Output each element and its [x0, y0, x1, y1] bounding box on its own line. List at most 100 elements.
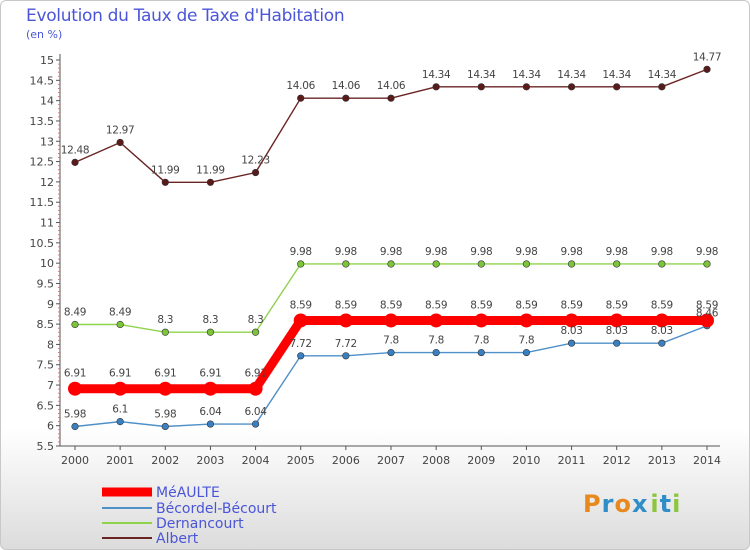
data-label: 8.3 — [248, 314, 264, 326]
x-tick-label: 2014 — [693, 454, 721, 467]
data-label: 9.98 — [425, 246, 447, 258]
data-label: 14.06 — [286, 80, 315, 92]
data-label: 8.59 — [606, 299, 628, 311]
y-tick-label: 8.5 — [37, 318, 55, 331]
data-label: 8.03 — [560, 325, 582, 337]
data-label: 12.97 — [106, 124, 135, 136]
data-point — [477, 83, 485, 91]
y-tick-label: 15 — [40, 54, 54, 67]
x-tick-label: 2010 — [512, 454, 540, 467]
data-point — [432, 83, 440, 91]
data-label: 9.98 — [380, 246, 402, 258]
data-point — [251, 168, 260, 177]
data-label: 8.59 — [335, 299, 357, 311]
data-point — [113, 381, 128, 396]
x-tick-label: 2008 — [422, 454, 450, 467]
data-point — [297, 94, 305, 102]
data-label: 12.23 — [241, 155, 270, 167]
data-point — [158, 381, 173, 396]
data-label: 6.91 — [244, 368, 266, 380]
logo-letter: o — [614, 490, 632, 518]
x-tick-label: 2012 — [603, 454, 631, 467]
data-label: 6.91 — [199, 368, 221, 380]
y-tick-label: 8 — [47, 338, 54, 351]
data-point — [613, 83, 621, 91]
data-point — [116, 138, 124, 147]
data-label: 8.46 — [696, 308, 719, 320]
data-label: 14.34 — [602, 69, 631, 81]
y-tick-label: 6.5 — [37, 399, 55, 412]
data-label: 8.03 — [651, 325, 673, 337]
data-point — [700, 313, 714, 328]
data-label: 8.3 — [157, 314, 173, 326]
y-tick-label: 11.5 — [30, 196, 55, 209]
y-tick-label: 5.5 — [37, 440, 55, 453]
data-label: 8.59 — [696, 299, 718, 311]
legend-label: MéAULTE — [156, 485, 220, 501]
data-point — [206, 178, 215, 186]
x-tick-label: 2004 — [242, 454, 270, 467]
data-point — [703, 260, 711, 268]
data-point — [116, 320, 124, 329]
data-label: 7.8 — [428, 335, 444, 347]
x-tick-label: 2009 — [467, 454, 495, 467]
data-point — [384, 313, 398, 328]
data-label: 8.59 — [380, 299, 402, 311]
data-point — [387, 348, 395, 357]
x-tick-label: 2001 — [106, 454, 134, 467]
axes: 5.566.577.588.599.51010.51111.51212.5131… — [30, 54, 721, 467]
data-point — [613, 260, 621, 268]
data-label: 5.98 — [154, 408, 176, 420]
y-tick-label: 13.5 — [30, 115, 55, 128]
data-label: 9.98 — [560, 246, 582, 258]
data-label: 6.91 — [154, 368, 176, 380]
data-point — [251, 420, 260, 428]
data-point — [432, 260, 440, 268]
logo-letter: P — [583, 490, 602, 518]
data-label: 14.34 — [648, 69, 677, 81]
data-point — [342, 260, 350, 268]
data-label: 8.3 — [203, 314, 219, 326]
data-label: 14.77 — [693, 51, 722, 63]
data-label: 8.59 — [651, 299, 673, 311]
data-point — [654, 313, 669, 328]
data-label: 14.34 — [467, 69, 496, 81]
y-tick-label: 13 — [40, 135, 54, 148]
data-point — [567, 260, 576, 268]
data-point — [248, 381, 263, 396]
data-point — [429, 313, 444, 328]
x-tick-label: 2013 — [648, 454, 676, 467]
x-tick-label: 2003 — [196, 454, 224, 467]
data-point — [522, 260, 531, 268]
x-tick-label: 2007 — [377, 454, 405, 467]
data-point — [613, 339, 621, 347]
y-unit-label: (en %) — [26, 28, 63, 41]
data-point — [658, 339, 666, 347]
data-point — [474, 313, 489, 328]
y-tick-label: 9.5 — [37, 277, 55, 290]
data-label: 7.72 — [335, 338, 357, 350]
data-label: 9.98 — [651, 246, 673, 258]
data-point — [477, 260, 485, 268]
data-label: 8.03 — [606, 325, 628, 337]
data-point — [477, 348, 485, 357]
logo-letter: r — [601, 490, 615, 518]
data-point — [203, 381, 218, 396]
data-labels: 12.48 12.97 11.99 11.99 12.23 14.06 14.06 14.06… — [61, 51, 722, 420]
logo-letter: x — [631, 490, 649, 518]
data-point — [293, 313, 308, 328]
data-label: 14.06 — [377, 80, 406, 92]
data-label: 14.34 — [557, 69, 586, 81]
logo-letter: t — [659, 490, 673, 518]
data-point — [116, 418, 124, 426]
data-label: 12.48 — [61, 144, 90, 156]
data-label: 8.59 — [425, 299, 447, 311]
data-label: 9.98 — [515, 246, 537, 258]
data-label: 9.98 — [290, 246, 312, 258]
data-label: 6.04 — [244, 406, 267, 418]
data-label: 11.99 — [196, 164, 225, 176]
legend-label: Albert — [156, 531, 199, 547]
data-point — [342, 94, 350, 102]
